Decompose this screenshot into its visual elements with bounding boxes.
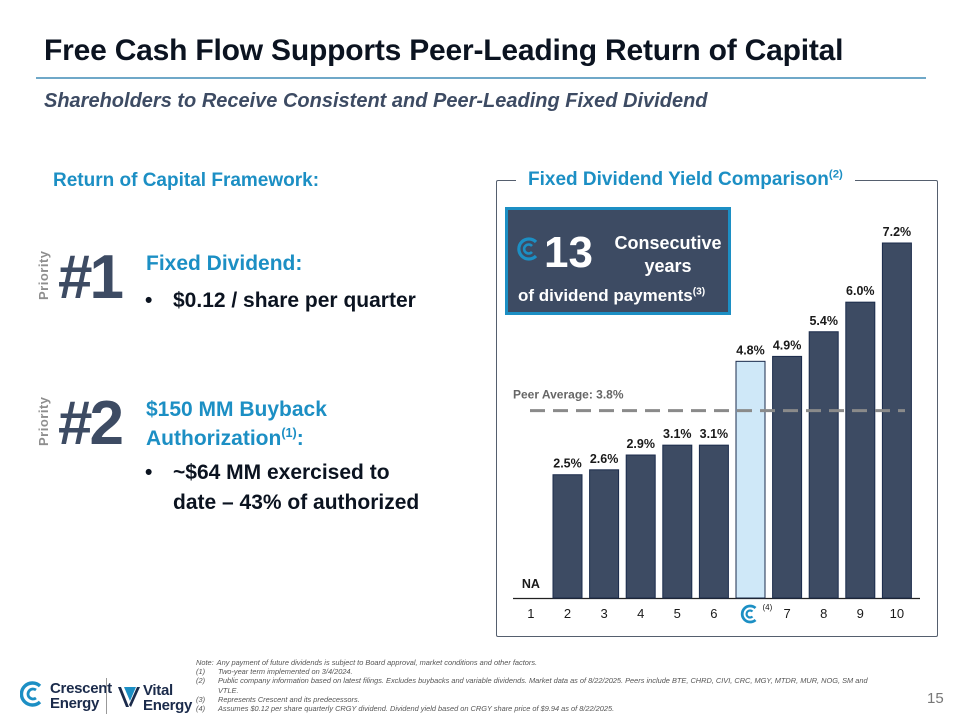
footnotes: Note: Any payment of future dividends is … <box>196 658 868 713</box>
rank-2: #2 <box>58 389 124 458</box>
crescent-logo-icon <box>517 237 538 261</box>
footnote-1: (1) Two-year term implemented on 3/4/2024… <box>196 667 353 677</box>
bullet-dot: • <box>145 289 153 312</box>
item-1-heading: Fixed Dividend: <box>146 252 303 275</box>
vital-logo-icon <box>118 687 140 707</box>
footnote-note: Note: Any payment of future dividends is … <box>196 658 538 667</box>
item-2-bullet-line1: ~$64 MM exercised to <box>173 461 390 484</box>
footnote-4: (4) Assumes $0.12 per share quarterly CRG… <box>196 704 615 714</box>
badge-payments: of dividend payments(3) <box>518 286 706 305</box>
chart-title: Fixed Dividend Yield Comparison(2) <box>516 169 855 191</box>
brand-divider <box>106 678 107 714</box>
priority-label-2: Priority <box>36 396 51 446</box>
priority-label-1: Priority <box>36 250 51 300</box>
footnote-3: (3) Represents Crescent and its predecess… <box>196 694 360 704</box>
item-2-heading-line1: $150 MM Buyback <box>146 398 327 421</box>
item-2-bullet: • ~$64 MM exercised to date – 43% of aut… <box>145 458 420 518</box>
consecutive-years-badge: 13 Consecutive years of dividend payment… <box>505 207 731 315</box>
framework-heading: Return of Capital Framework: <box>53 170 320 191</box>
item-2-heading: $150 MM Buyback Authorization(1): <box>146 395 327 453</box>
bullet-dot: • <box>145 461 153 484</box>
item-1-bullet: • $0.12 / share per quarter <box>145 286 416 316</box>
item-2-bullet-line2: date – 43% of authorized <box>173 491 420 514</box>
footnote-2: (2) Public company information based on l… <box>196 676 868 695</box>
vital-energy-logo: Vital Energy <box>116 683 192 716</box>
crescent-logo-icon <box>19 681 42 707</box>
title-divider <box>36 77 926 79</box>
page-subtitle: Shareholders to Receive Consistent and P… <box>44 90 708 112</box>
rank-1: #1 <box>58 243 124 312</box>
page-title: Free Cash Flow Supports Peer-Leading Ret… <box>44 34 844 67</box>
badge-number: 13 <box>544 228 593 277</box>
item-2-heading-line2: Authorization(1): <box>146 426 304 450</box>
badge-consecutive: Consecutive years <box>614 233 722 276</box>
crescent-energy-logo: Crescent Energy <box>19 680 112 713</box>
page-number: 15 <box>927 690 944 707</box>
item-1-bullet-text: $0.12 / share per quarter <box>173 289 416 312</box>
